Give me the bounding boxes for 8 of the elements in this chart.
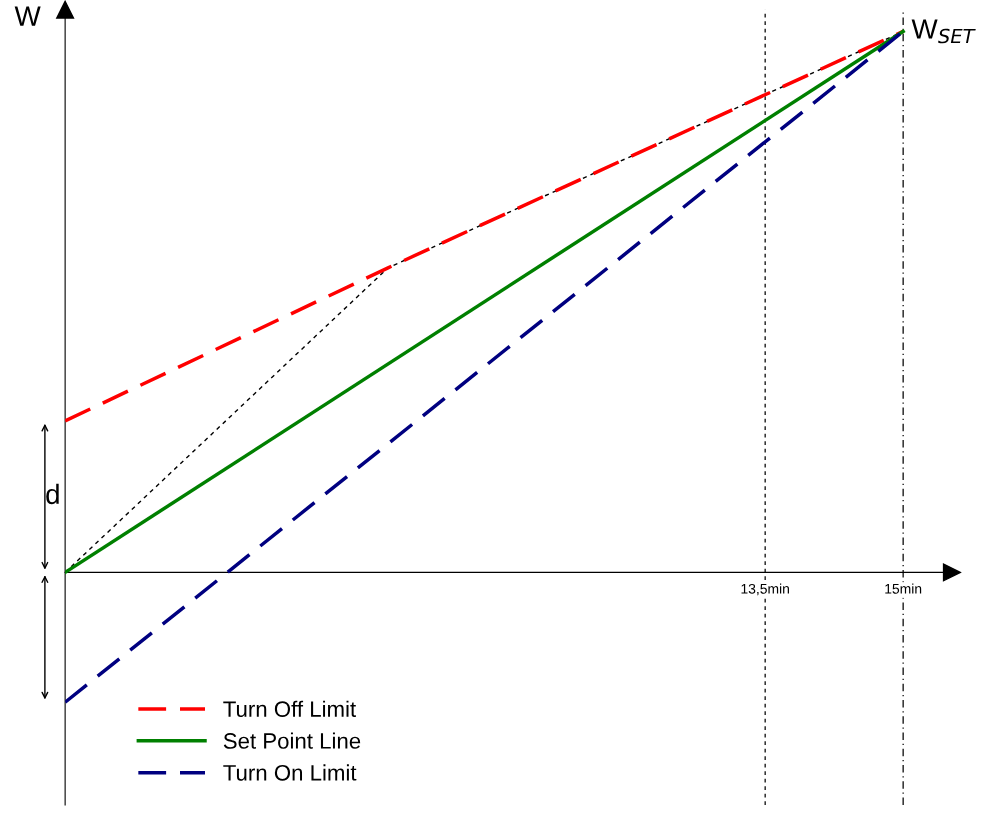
legend-label: Set Point Line bbox=[223, 732, 361, 749]
text: d bbox=[46, 483, 59, 505]
x-tick-label: 15min bbox=[885, 583, 922, 594]
legend-label: Turn On Limit bbox=[223, 764, 357, 781]
legend-label: Turn Off Limit bbox=[223, 700, 356, 717]
y-axis-title: W bbox=[14, 6, 41, 26]
annotation: W$_{SET}$ bbox=[911, 19, 976, 44]
x-tick-label: 13,5min bbox=[741, 583, 789, 596]
